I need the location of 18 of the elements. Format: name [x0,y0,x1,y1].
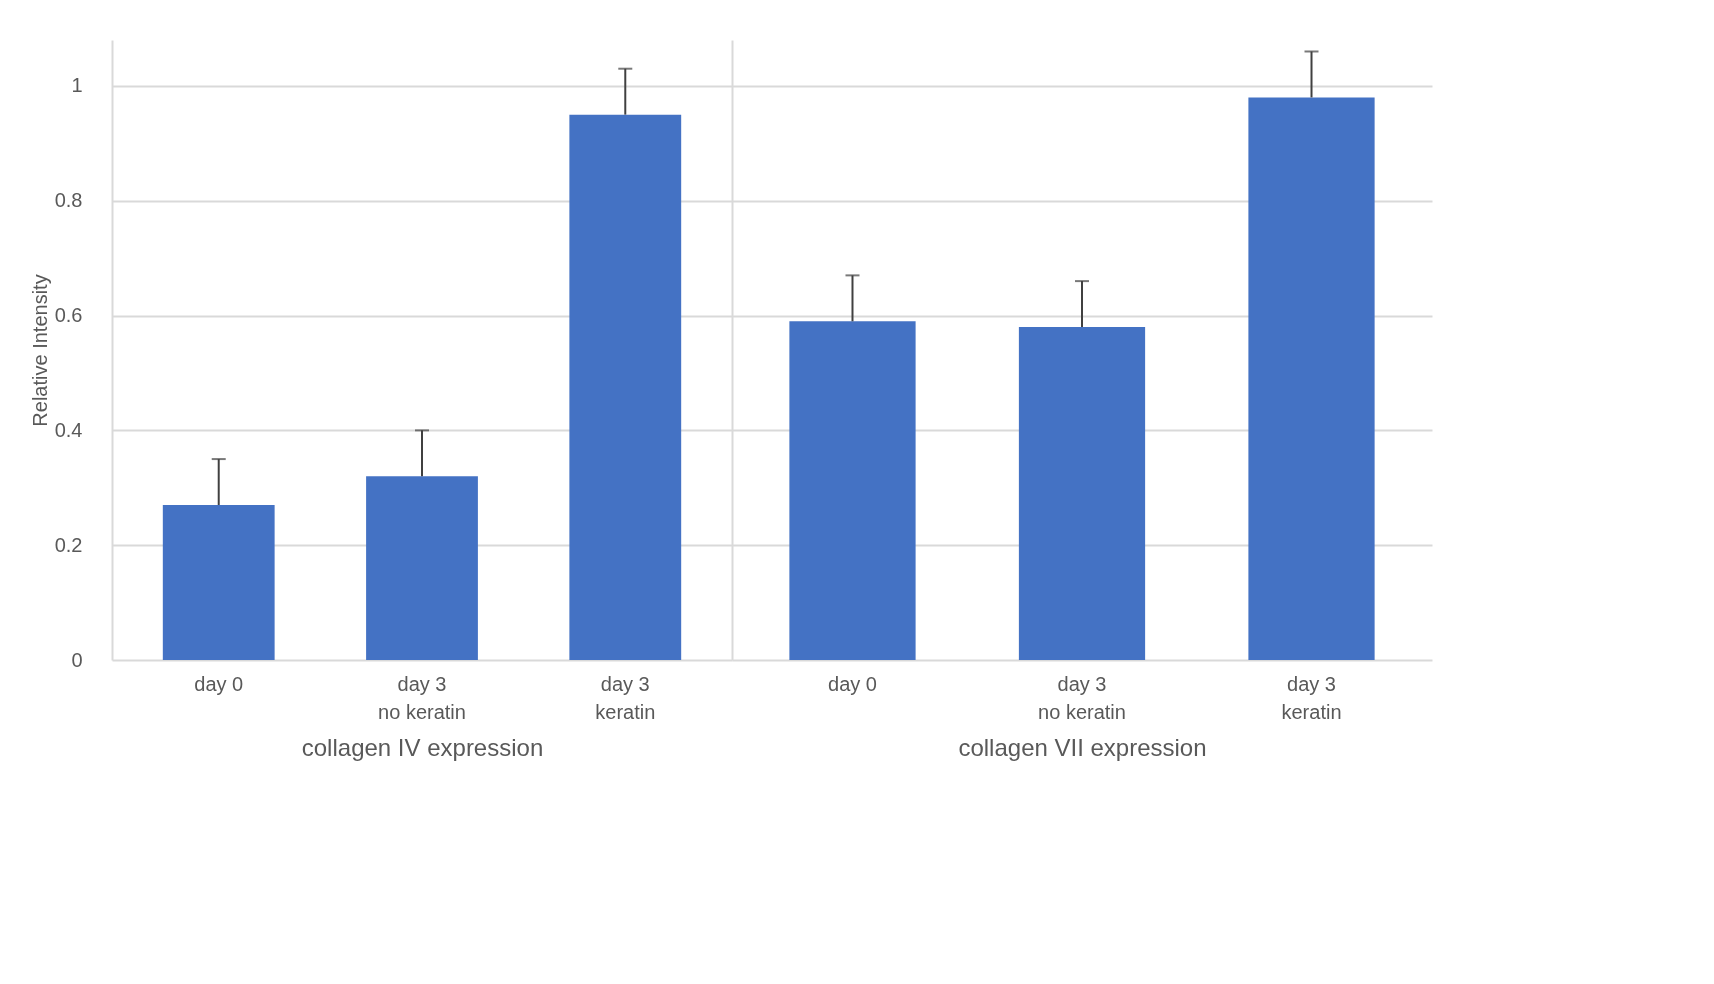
x-tick-label: day 3 keratin [1281,672,1342,723]
x-axis-title: collagen VII expression [958,733,1207,761]
y-tick-label: 0 [71,648,83,671]
x-tick-label: day 3 keratin [595,672,656,723]
x-axis-title: collagen IV expression [301,733,544,761]
bar [366,476,478,660]
y-tick-label: 0.2 [54,533,83,556]
y-tick-label: 0.6 [54,304,83,327]
x-tick-label: day 0 [194,672,244,695]
x-tick-label: day 0 [828,672,877,695]
x-tick-label: day 3 no keratin [378,672,466,723]
y-tick-label: 0.4 [54,418,83,441]
y-axis-title: Relative Intensity [28,274,51,427]
y-tick-label: 0.8 [54,189,83,212]
y-tick-label: 1 [71,74,83,97]
bar [569,114,682,660]
bar [162,505,275,660]
x-tick-label: day 3 no keratin [1038,672,1126,723]
